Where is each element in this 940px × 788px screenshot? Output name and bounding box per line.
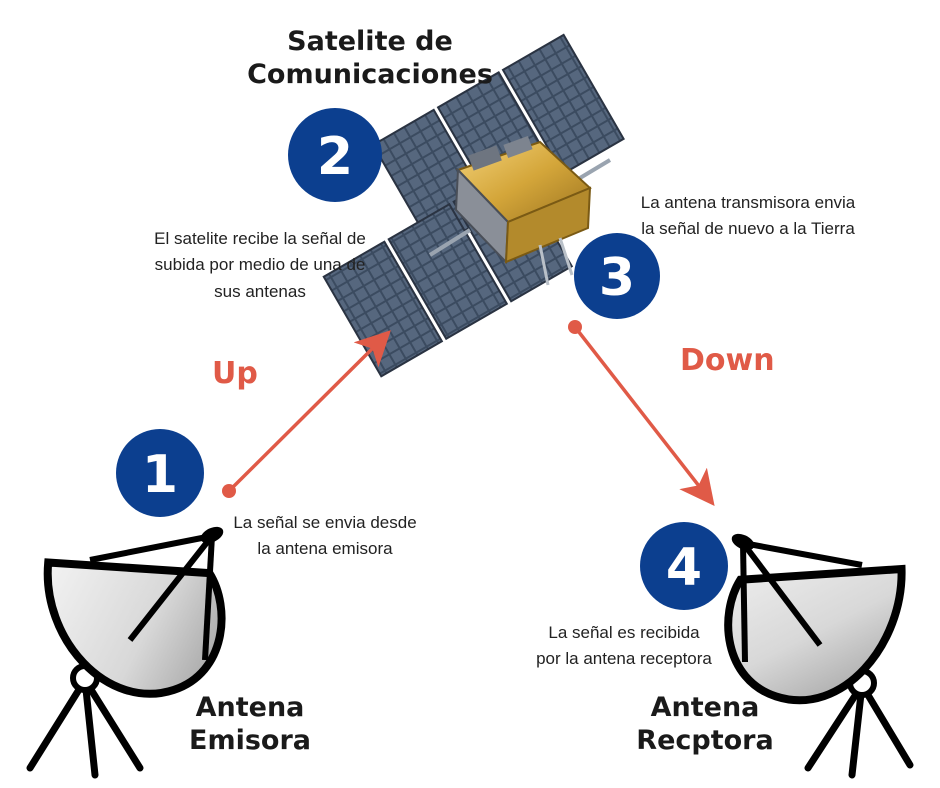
downlink-arrow: [568, 320, 715, 507]
receiver-title-line2: Recptora: [636, 724, 774, 756]
uplink-arrow: [222, 330, 391, 498]
satellite-title: Satelite de Comunicaciones: [230, 26, 510, 92]
downlink-desc-line1: La antena transmisora envia: [640, 193, 856, 212]
uplink-desc-line2: la antena emisora: [257, 539, 393, 559]
receiver-description: La señal es recibida por la antena recep…: [524, 620, 724, 673]
receiver-dish-icon: [724, 533, 914, 779]
receiver-title-line1: Antena: [650, 692, 760, 723]
emitter-dish-icon: [26, 526, 226, 779]
uplink-label: Up: [212, 356, 258, 391]
emitter-title-line1: Antena: [195, 692, 305, 723]
satellite-icon: [322, 33, 625, 378]
satellite-desc-line1: El satelite recibe la señal de: [154, 229, 366, 248]
satellite-title-line1: Satelite de: [287, 26, 453, 57]
emitter-title: Antena Emisora: [170, 692, 330, 758]
satellite-desc-line3: sus antenas: [214, 281, 306, 301]
downlink-label: Down: [680, 343, 775, 378]
step-badge-3-number: 3: [599, 248, 635, 308]
receiver-title: Antena Recptora: [622, 692, 788, 758]
downlink-description: La antena transmisora envia la señal de …: [630, 190, 866, 243]
step-badge-1-number: 1: [142, 445, 178, 505]
satellite-desc-line2: subida por medio de una de: [154, 255, 366, 275]
receiver-desc-line2: por la antena receptora: [536, 649, 712, 669]
emitter-title-line2: Emisora: [189, 724, 311, 756]
uplink-desc-line1: La señal se envia desde: [233, 513, 417, 532]
step-badge-4: 4: [640, 522, 728, 610]
step-badge-2: 2: [288, 108, 382, 202]
downlink-desc-line2: la señal de nuevo a la Tierra: [641, 219, 855, 239]
step-badge-2-number: 2: [317, 127, 353, 187]
satellite-description: El satelite recibe la señal de subida po…: [140, 226, 380, 305]
step-badge-4-number: 4: [666, 538, 702, 598]
satellite-title-line2: Comunicaciones: [247, 58, 493, 90]
receiver-desc-line1: La señal es recibida: [548, 623, 700, 642]
step-badge-1: 1: [116, 429, 204, 517]
step-badge-3: 3: [574, 233, 660, 319]
uplink-description: La señal se envia desde la antena emisor…: [222, 510, 428, 563]
